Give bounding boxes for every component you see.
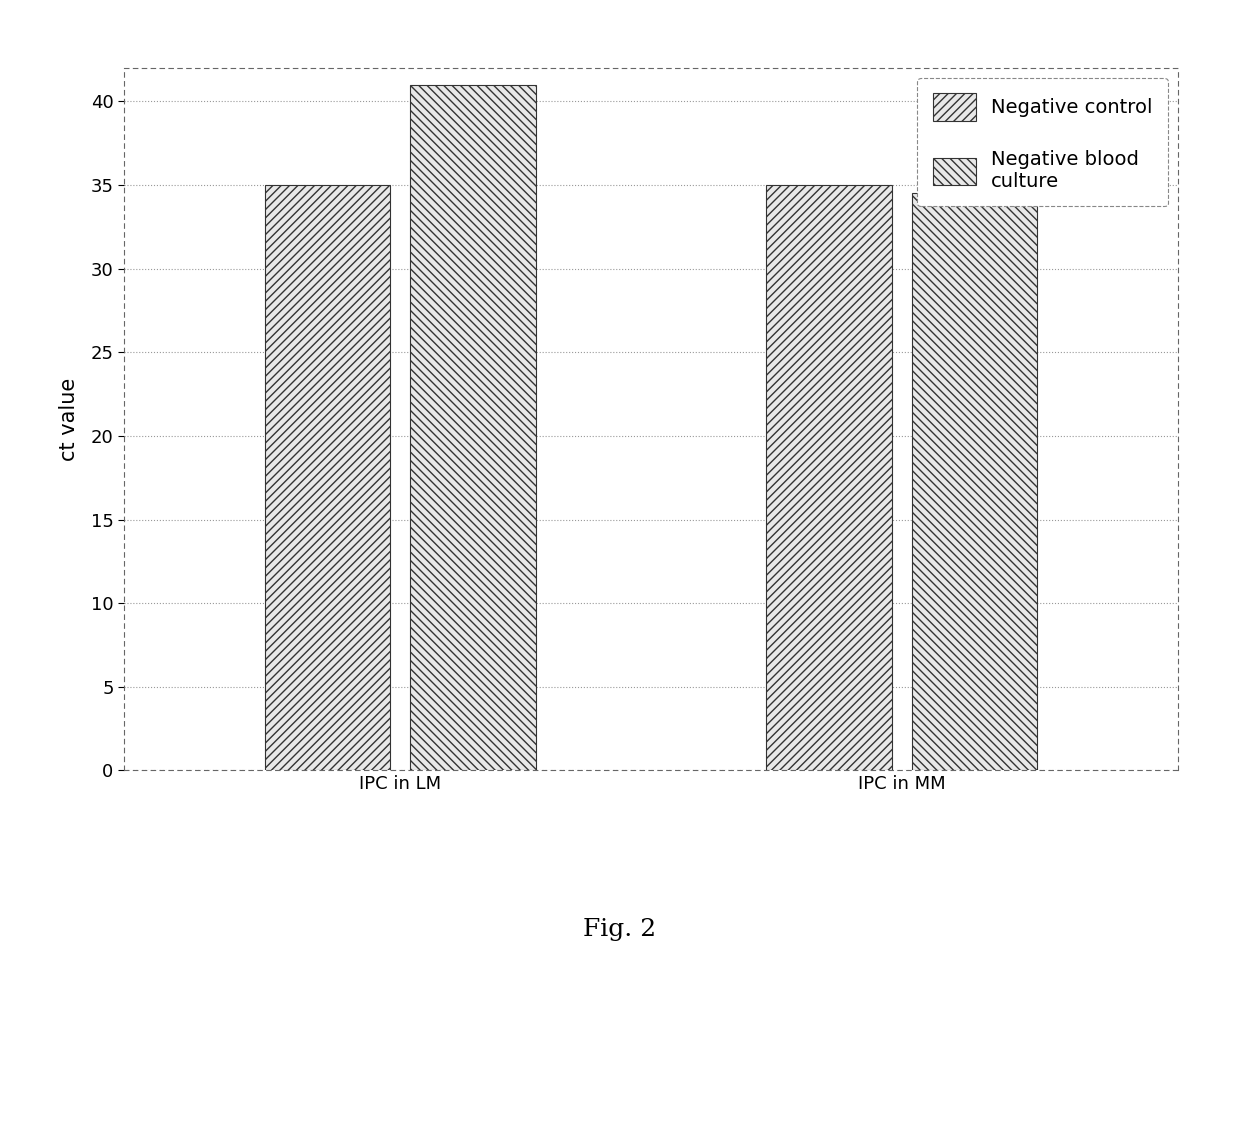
Bar — [410, 85, 536, 770]
Y-axis label: ct value: ct value — [60, 377, 79, 461]
Legend: Negative control, Negative blood
culture: Negative control, Negative blood culture — [918, 78, 1168, 206]
Bar — [264, 185, 391, 770]
Bar — [911, 194, 1038, 770]
Text: Fig. 2: Fig. 2 — [584, 918, 656, 940]
Bar — [766, 185, 892, 770]
